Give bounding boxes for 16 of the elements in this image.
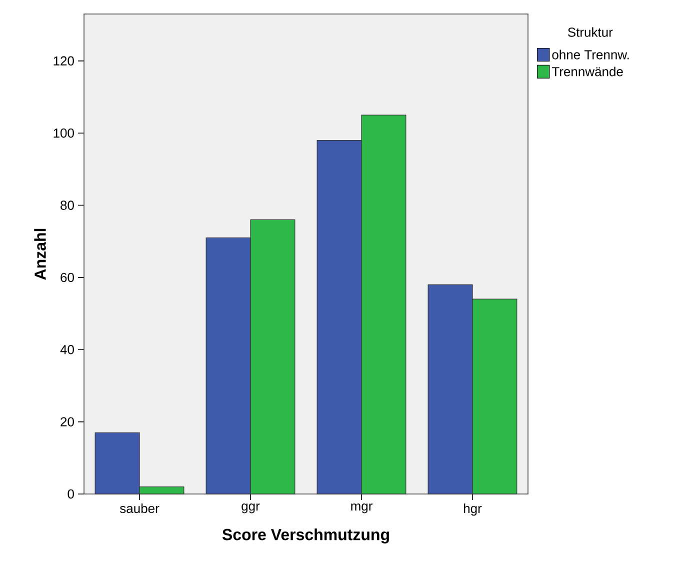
- y-axis-title: Anzahl: [34, 228, 46, 280]
- y-tick-label: 20: [60, 417, 74, 426]
- x-tick-label: sauber: [120, 504, 160, 514]
- y-tick-label: 60: [60, 272, 74, 282]
- legend-label: Trennwände: [552, 66, 623, 76]
- legend-label: ohne Trennw.: [552, 50, 629, 60]
- x-tick-label: mgr: [351, 504, 372, 514]
- y-tick-label: 120: [54, 56, 74, 66]
- x-axis-title: Score Verschmutzung: [222, 528, 389, 544]
- x-tick-label: ggr: [242, 504, 260, 514]
- legend-title: Struktur: [568, 27, 613, 37]
- y-tick-label: 40: [60, 345, 74, 354]
- y-tick-label: 80: [60, 200, 74, 210]
- y-tick-label: 0: [68, 489, 74, 499]
- x-tick-label: hgr: [464, 504, 482, 516]
- y-tick-label: 100: [54, 128, 74, 138]
